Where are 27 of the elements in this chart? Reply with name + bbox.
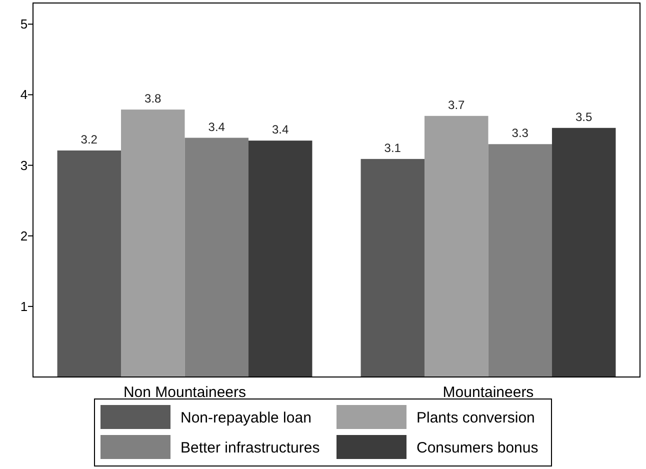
- bar: [248, 140, 312, 377]
- y-tick-label: 4: [20, 87, 28, 102]
- data-label: 3.1: [384, 140, 402, 155]
- legend-label: Plants conversion: [416, 410, 535, 426]
- x-tick-label: Non Mountaineers: [123, 384, 246, 401]
- bar: [488, 144, 552, 377]
- bar: [184, 138, 248, 377]
- data-label: 3.2: [80, 132, 98, 146]
- data-label: 3.7: [448, 98, 466, 112]
- y-tick-label: 2: [20, 228, 28, 244]
- legend-label: Non-repayable loan: [180, 410, 312, 426]
- bar: [424, 116, 488, 377]
- legend-label: Better infrastructures: [180, 440, 320, 456]
- y-tick-label: 1: [20, 298, 28, 314]
- bar: [552, 128, 616, 377]
- data-label: 3.3: [512, 126, 529, 140]
- y-tick-label: 5: [20, 16, 28, 32]
- data-label: 3.8: [144, 92, 162, 106]
- data-label: 3.4: [272, 122, 290, 137]
- legend-label: Consumers bonus: [416, 440, 538, 456]
- data-label: 3.5: [576, 110, 593, 124]
- bar: [57, 150, 122, 377]
- y-tick-label: 3: [20, 158, 28, 173]
- x-tick-label: Mountaineers: [442, 384, 534, 401]
- bar: [360, 158, 425, 377]
- data-label: 3.4: [208, 120, 226, 134]
- bar: [121, 110, 185, 377]
